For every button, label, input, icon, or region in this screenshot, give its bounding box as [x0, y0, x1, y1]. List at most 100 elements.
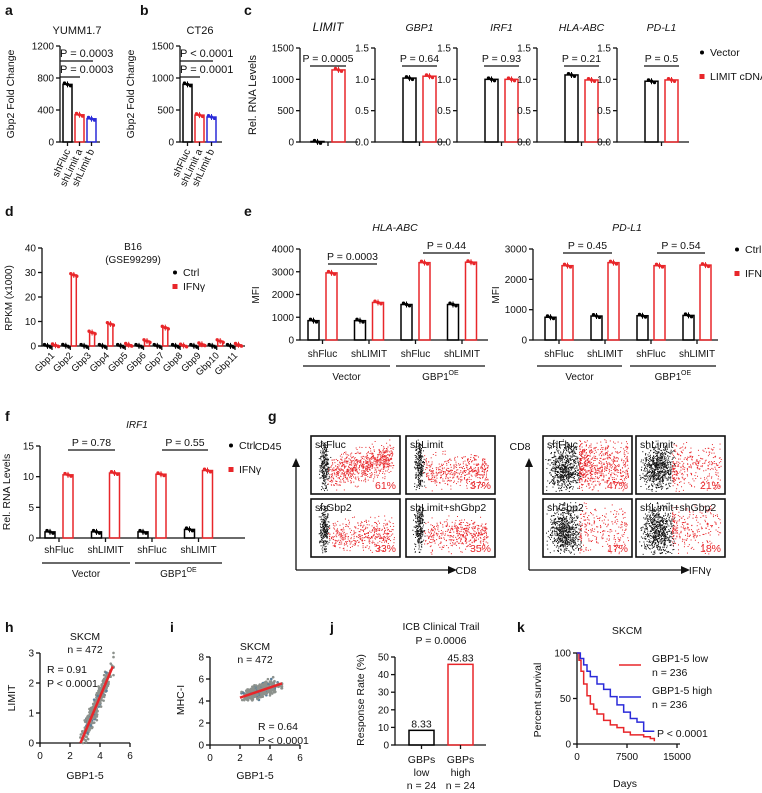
flow-event-dot — [475, 486, 477, 488]
y-tick-label: 40 — [25, 244, 37, 255]
flow-event-dot — [472, 471, 474, 473]
flow-event-dot — [570, 450, 572, 452]
flow-event-dot — [565, 466, 567, 468]
data-point — [361, 320, 365, 324]
flow-event-dot — [557, 484, 559, 486]
flow-event-dot — [365, 461, 367, 463]
flow-event-dot — [420, 471, 422, 473]
flow-event-dot — [613, 455, 615, 457]
flow-event-dot — [600, 457, 602, 459]
flow-event-dot — [387, 463, 389, 465]
flow-event-dot — [379, 534, 381, 536]
flow-event-dot — [358, 478, 360, 480]
flow-event-dot — [342, 478, 344, 480]
flow-event-dot — [336, 531, 338, 533]
flow-event-dot — [452, 477, 454, 479]
flow-event-dot — [371, 472, 373, 474]
flow-event-dot — [329, 469, 331, 471]
group-label: Vector — [332, 372, 361, 383]
group-label: Vector — [72, 569, 101, 580]
flow-event-dot — [580, 476, 582, 478]
flow-event-dot — [623, 478, 625, 480]
flow-event-dot — [387, 458, 389, 460]
flow-event-dot — [324, 483, 326, 485]
flow-event-dot — [590, 443, 592, 445]
flow-event-dot — [415, 536, 417, 538]
flow-event-dot — [419, 453, 421, 455]
flow-event-dot — [449, 464, 451, 466]
chart-subtitle: (GSE99299) — [105, 255, 161, 266]
flow-event-dot — [610, 475, 612, 477]
flow-event-dot — [615, 478, 617, 480]
bar — [561, 264, 574, 341]
flow-event-dot — [453, 525, 455, 527]
flow-event-dot — [358, 479, 360, 481]
flow-event-dot — [602, 459, 604, 461]
flow-event-dot — [616, 460, 618, 462]
flow-event-dot — [334, 544, 336, 546]
flow-event-dot — [384, 528, 386, 530]
flow-event-dot — [325, 510, 327, 512]
flow-event-dot — [374, 529, 376, 531]
data-point — [643, 315, 648, 319]
flow-event-dot — [582, 452, 584, 454]
x-tick-label: Gbp4 — [88, 350, 112, 374]
data-point — [51, 531, 55, 535]
data-point — [425, 262, 430, 266]
flow-event-dot — [370, 465, 372, 467]
flow-event-dot — [621, 442, 623, 444]
flow-event-dot — [571, 467, 573, 469]
flow-event-dot — [577, 482, 579, 484]
arrowhead-right-icon — [681, 566, 690, 574]
flow-event-dot — [327, 528, 329, 530]
flow-event-dot — [419, 481, 421, 483]
flow-event-dot — [428, 541, 430, 543]
flow-event-dot — [384, 467, 386, 469]
flow-event-dot — [378, 449, 380, 451]
flow-event-dot — [338, 472, 340, 474]
flow-event-dot — [417, 534, 419, 536]
flow-event-dot — [382, 545, 384, 547]
flow-event-dot — [325, 533, 327, 535]
flow-event-dot — [420, 485, 422, 487]
flow-event-dot — [556, 479, 558, 481]
flow-event-dot — [334, 546, 336, 548]
flow-event-dot — [546, 467, 548, 469]
flow-event-dot — [371, 525, 373, 527]
data-point — [654, 262, 659, 267]
data-point — [228, 344, 233, 348]
bar — [331, 69, 346, 143]
flow-event-dot — [373, 542, 375, 544]
flow-event-dot — [415, 546, 417, 548]
flow-event-dot — [552, 469, 554, 471]
data-point — [160, 324, 164, 329]
flow-event-dot — [591, 483, 593, 485]
flow-event-dot — [458, 538, 460, 540]
flow-event-dot — [606, 479, 608, 481]
flow-event-dot — [612, 466, 614, 468]
flow-event-dot — [460, 528, 462, 530]
flow-event-dot — [389, 445, 391, 447]
flow-event-dot — [481, 468, 483, 470]
flow-event-dot — [580, 468, 582, 470]
flow-event-dot — [321, 464, 323, 466]
flow-event-dot — [601, 465, 603, 467]
flow-event-dot — [459, 467, 461, 469]
flow-event-dot — [332, 536, 334, 538]
flow-event-dot — [413, 526, 415, 528]
flow-event-dot — [483, 465, 485, 467]
flow-event-dot — [359, 465, 361, 467]
data-point — [652, 80, 657, 85]
flow-event-dot — [332, 478, 334, 480]
flow-event-dot — [321, 518, 323, 520]
flow-event-dot — [468, 460, 470, 462]
flow-event-dot — [383, 523, 385, 525]
flow-event-dot — [385, 455, 387, 457]
flow-event-dot — [331, 475, 333, 477]
flow-event-dot — [555, 463, 557, 465]
flow-event-dot — [417, 469, 419, 471]
flow-event-dot — [466, 522, 468, 524]
flow-event-dot — [360, 464, 362, 466]
flow-event-dot — [447, 478, 449, 480]
flow-event-dot — [593, 455, 595, 457]
